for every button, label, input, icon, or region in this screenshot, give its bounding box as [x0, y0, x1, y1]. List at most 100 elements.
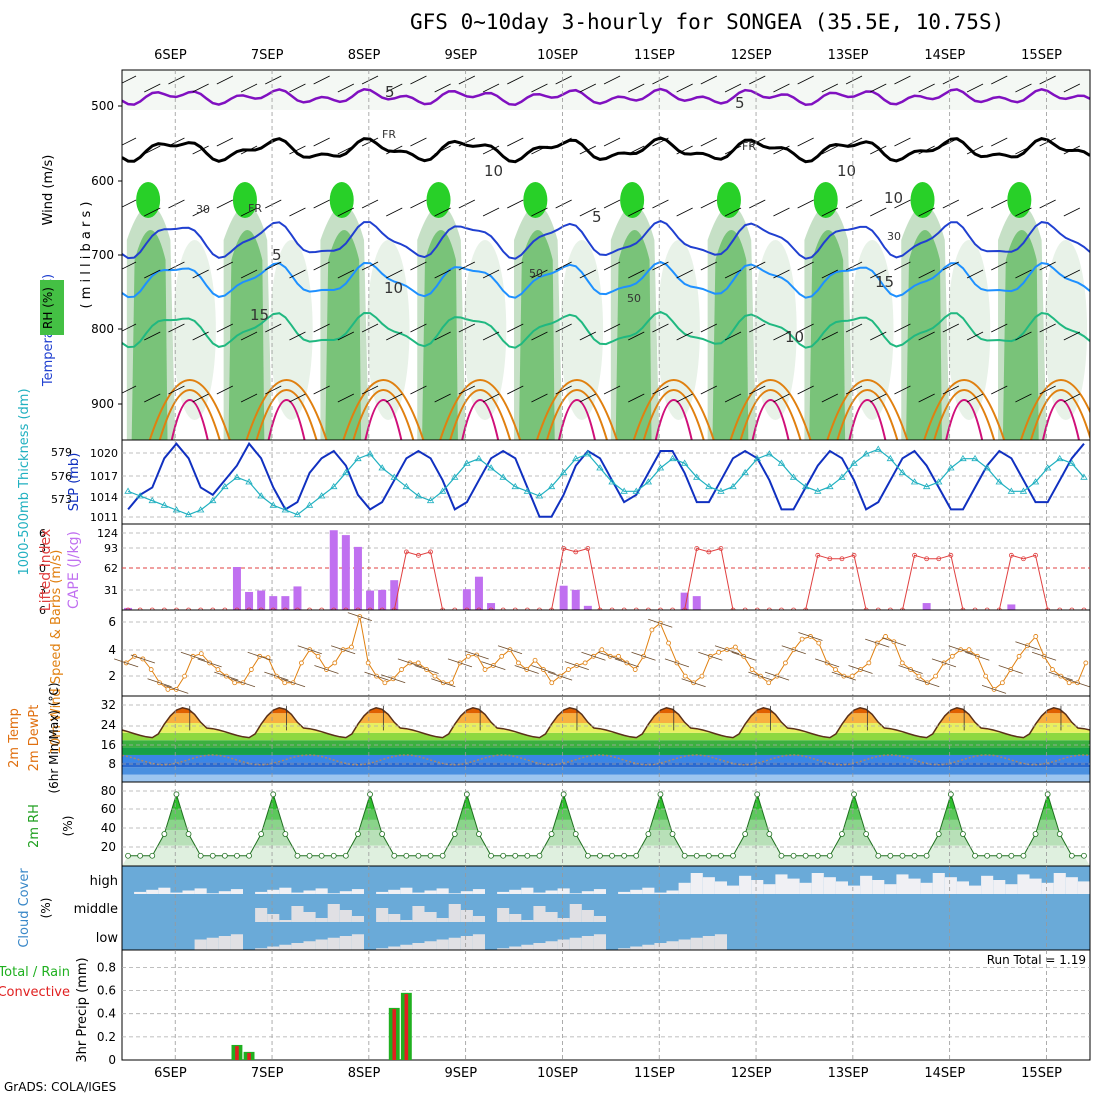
- contour-warm: [158, 389, 221, 440]
- wind-barb: [700, 385, 718, 395]
- rh-shade: [131, 230, 168, 440]
- rh-core: [813, 182, 838, 218]
- wind-barb: [1063, 207, 1081, 217]
- wind-speed-marker: [282, 680, 288, 686]
- cloud-low: [206, 937, 219, 950]
- thickness-marker: [705, 482, 713, 490]
- wind-barb: [700, 199, 718, 209]
- wind-barb: [942, 261, 960, 271]
- cloud-middle: [376, 908, 389, 922]
- cloud-high: [884, 884, 897, 894]
- cloud-middle: [327, 904, 340, 922]
- wind-barb: [144, 331, 161, 341]
- cloud-low: [255, 948, 268, 950]
- wind-barb: [676, 145, 693, 155]
- thickness-marker: [596, 464, 604, 471]
- cloud-level-label: high: [90, 874, 118, 889]
- cloud-high: [799, 882, 812, 894]
- contour-label: 10: [884, 189, 903, 207]
- thickness-marker: [438, 487, 447, 494]
- cape-tick: 93: [104, 542, 118, 555]
- wind-barb: [1039, 385, 1056, 395]
- rh2m-tick: 20: [101, 840, 116, 854]
- contour-label: 10: [484, 162, 503, 180]
- cape-bar: [571, 589, 580, 610]
- thickness-marker: [1007, 487, 1016, 494]
- cloud-middle: [593, 916, 606, 922]
- cloud-high: [823, 877, 836, 894]
- rh-marker: [693, 852, 700, 859]
- rh2m-axis-label: 2m RH: [27, 804, 42, 848]
- cape-bar: [329, 530, 338, 610]
- rh-marker: [621, 852, 628, 859]
- date-label: 7SEP: [250, 1066, 284, 1081]
- wind-barb: [1031, 651, 1057, 661]
- temp-line: [122, 707, 1090, 739]
- cloud-high: [291, 892, 304, 894]
- wind-barb: [603, 323, 621, 333]
- cloud-high: [569, 893, 582, 894]
- wind-barb: [555, 323, 572, 333]
- cloud-high: [557, 888, 570, 894]
- rh-dry: [366, 240, 410, 420]
- wind-barb: [192, 83, 209, 93]
- wind-barb: [845, 261, 863, 271]
- li-tick: 3: [39, 584, 46, 597]
- upper-air-panel: 5 5 FR FR FR 5 5 10 10 15 15 10 30 50 50 10 10 30: [122, 70, 1090, 440]
- wind-speed-marker: [916, 673, 922, 679]
- wind-barb: [773, 331, 790, 341]
- wind-barb: [265, 75, 282, 85]
- rh-marker: [645, 831, 652, 837]
- wind-speed-marker: [866, 660, 872, 666]
- thickness-marker: [862, 450, 870, 457]
- cloud-high: [339, 891, 352, 894]
- wind-barb: [797, 323, 814, 333]
- rh-shade: [906, 230, 942, 440]
- wind-barb: [966, 207, 984, 217]
- wind-barb: [942, 75, 960, 85]
- wind-barb: [458, 385, 476, 395]
- rh-dry: [463, 240, 507, 420]
- thickness-marker: [305, 501, 314, 508]
- wind-barb: [168, 385, 185, 395]
- wind-speed-marker: [1050, 667, 1055, 672]
- rh-marker: [1032, 831, 1039, 837]
- cape-bar: [583, 605, 592, 610]
- wind-barb: [144, 207, 161, 217]
- wind-barb: [386, 393, 403, 403]
- li-marker: [585, 546, 591, 551]
- wind-barb: [648, 618, 673, 628]
- rh-marker: [246, 852, 252, 859]
- temp-band: [122, 774, 1090, 782]
- cloud-low: [303, 941, 316, 950]
- contour-label: 15: [250, 306, 269, 324]
- wind-barb: [482, 331, 500, 341]
- wind-barb: [240, 331, 258, 341]
- contour-warm: [945, 399, 984, 440]
- wind-barb: [749, 385, 766, 395]
- wind-barb: [845, 75, 863, 85]
- rh-shade: [228, 230, 265, 440]
- contour-15: [122, 310, 1090, 349]
- rh-core: [620, 182, 645, 218]
- contour-warm: [1041, 399, 1080, 440]
- date-label: 10SEP: [537, 48, 579, 63]
- contour-label: 50: [529, 267, 543, 280]
- wind-barb: [714, 645, 740, 655]
- wind-barb: [603, 261, 621, 271]
- rh-core: [716, 182, 741, 218]
- wind-barb: [579, 269, 597, 279]
- wind-speed-marker: [666, 640, 671, 646]
- rh-marker: [609, 852, 615, 859]
- li-marker: [1033, 552, 1038, 558]
- wind-barb: [698, 651, 723, 661]
- contour-warm: [642, 389, 705, 440]
- wind-barb: [337, 269, 355, 279]
- thickness-marker: [729, 482, 737, 490]
- wind10-axis-label: 10m Wind Speed & Barbs (m/s): [49, 550, 64, 755]
- rh-core: [1007, 182, 1032, 218]
- wind-speed-marker: [515, 660, 521, 666]
- wind-barb: [948, 645, 973, 655]
- wind-barb: [130, 654, 155, 664]
- wind-barb: [865, 638, 890, 648]
